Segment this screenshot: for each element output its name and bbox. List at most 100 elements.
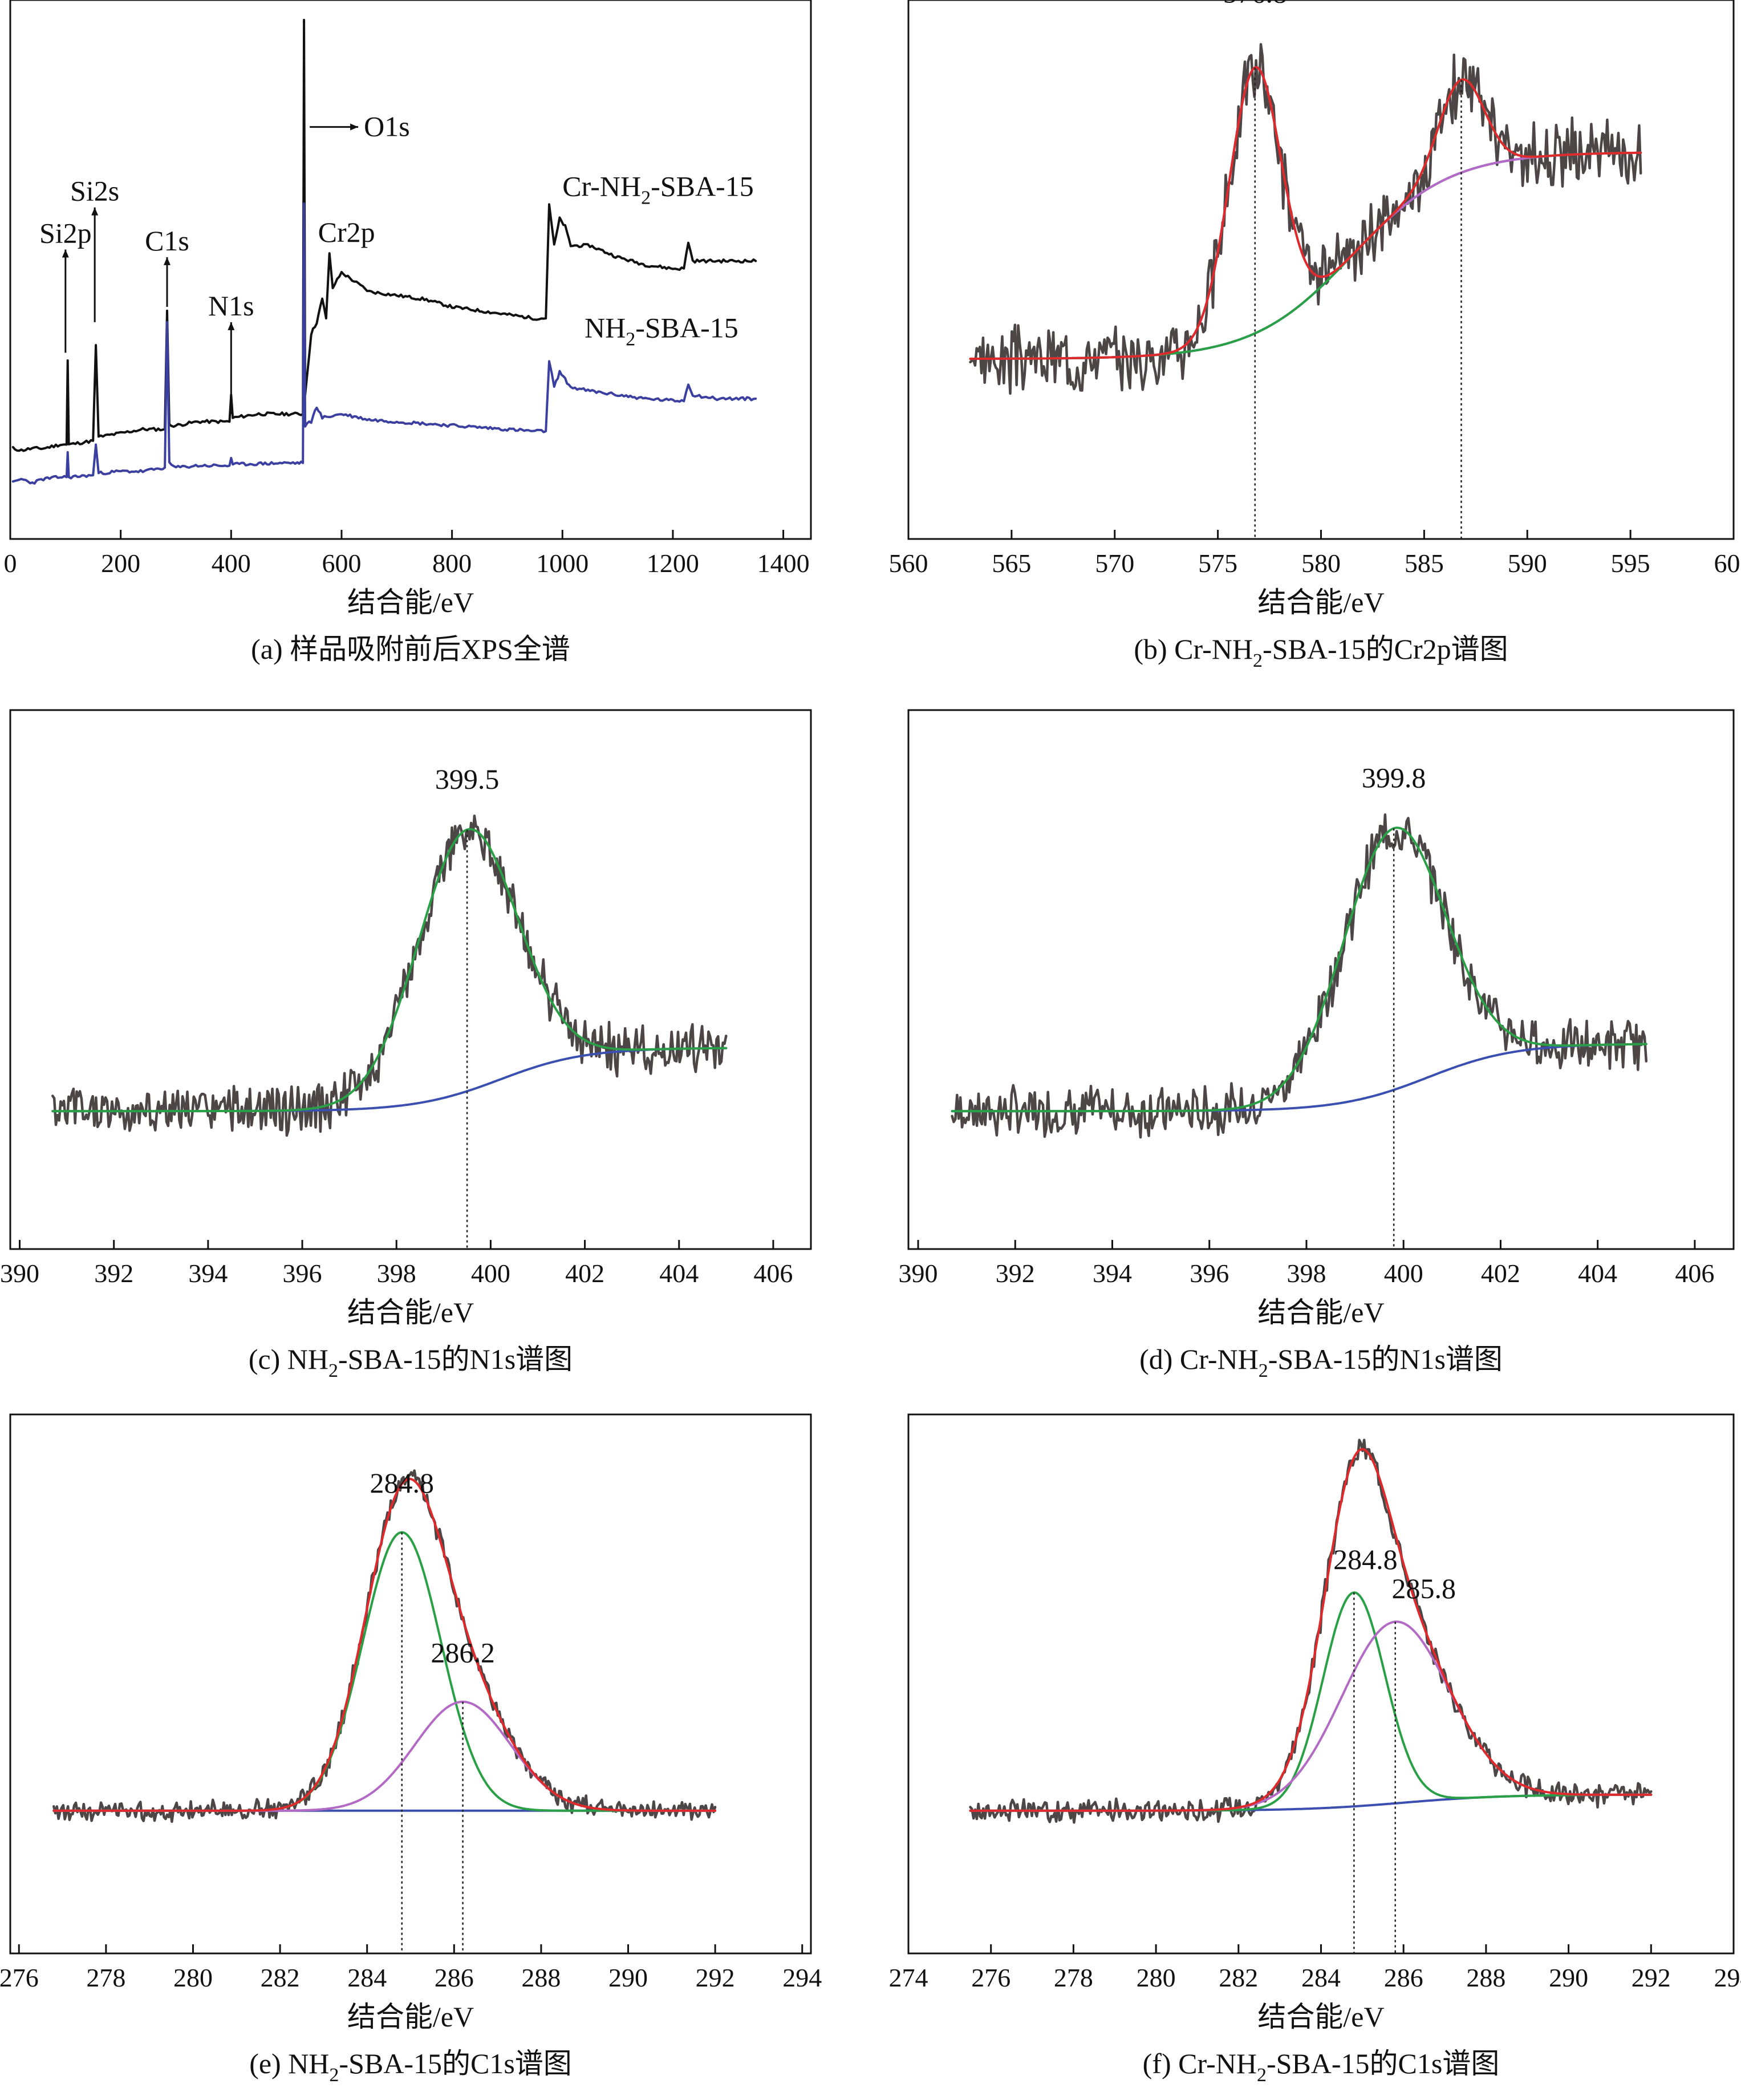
x-tick-label: 200 xyxy=(101,549,140,578)
panel-caption: (b) Cr-NH2-SBA-15的Cr2p谱图 xyxy=(1134,633,1508,671)
x-tick-label: 570 xyxy=(1095,549,1134,578)
series-label: Cr-NH2-SBA-15 xyxy=(562,171,753,209)
x-tick-label: 404 xyxy=(659,1259,699,1288)
x-tick-label: 284 xyxy=(347,1963,387,1992)
fit-envelope xyxy=(969,1448,1653,1812)
x-tick-label: 595 xyxy=(1611,549,1650,578)
fitted-peak-576-8 xyxy=(969,66,1642,360)
x-tick-label: 288 xyxy=(1466,1963,1505,1992)
panel-a: 0 200 400 600 800 1000 1200 1400 结合能/eV (a) 样品吸附前… xyxy=(4,0,812,665)
x-tick-label: 280 xyxy=(1137,1963,1176,1992)
x-tick-label: 1000 xyxy=(536,549,589,578)
x-tick-label: 282 xyxy=(1219,1963,1258,1992)
panel-c: 390 392 394 396 398 400 402 404 406 结合能/eV (c) NH2… xyxy=(0,709,812,1381)
x-tick-label: 392 xyxy=(996,1259,1035,1288)
x-tick-label: 398 xyxy=(377,1259,416,1288)
background-line xyxy=(51,1047,728,1113)
x-tick-label: 292 xyxy=(696,1963,735,1992)
panel-caption: (d) Cr-NH2-SBA-15的N1s谱图 xyxy=(1139,1343,1503,1381)
x-tick-label: 390 xyxy=(0,1259,39,1288)
panel-caption: (c) NH2-SBA-15的N1s谱图 xyxy=(249,1343,573,1381)
x-tick-label: 400 xyxy=(212,549,251,578)
x-tick-label: 286 xyxy=(435,1963,474,1992)
fitted-peak-399-5 xyxy=(51,828,728,1113)
x-tick-label: 394 xyxy=(1093,1259,1132,1288)
x-tick-label: 292 xyxy=(1632,1963,1671,1992)
panel-f: 274 276 278 280 282 284 286 288 290 292 294 结合能/eV (… xyxy=(889,1413,1741,2086)
arrow-head xyxy=(62,249,69,258)
x-tick-label: 575 xyxy=(1198,549,1237,578)
x-tick-label: 286 xyxy=(1384,1963,1423,1992)
x-tick-label: 290 xyxy=(1549,1963,1588,1992)
raw-spectrum xyxy=(52,1469,717,1823)
x-tick-label: 0 xyxy=(4,549,17,578)
fitted-peak-286-2 xyxy=(52,1700,717,1812)
raw-spectrum xyxy=(969,1438,1653,1824)
x-tick-label: 400 xyxy=(471,1259,510,1288)
x-tick-label: 406 xyxy=(1675,1259,1714,1288)
x-tick-label: 394 xyxy=(188,1259,228,1288)
x-tick-label: 585 xyxy=(1405,549,1444,578)
x-tick-label: 400 xyxy=(1384,1259,1423,1288)
raw-spectrum xyxy=(969,43,1642,395)
fitted-peak-586-8 xyxy=(969,78,1642,360)
peak-label: 284.8 xyxy=(370,1467,434,1499)
plot-frame xyxy=(9,0,812,540)
peak-annotation: Si2p xyxy=(39,217,92,249)
peak-label: 284.8 xyxy=(1333,1543,1398,1575)
plot-frame xyxy=(9,709,812,1250)
plot-frame xyxy=(9,1413,812,1955)
panel-d: 390 392 394 396 398 400 402 404 406 结合能/eV (d) Cr-… xyxy=(899,709,1735,1381)
panel-e: 276 278 280 282 284 286 288 290 292 294 结合能/eV (e) … xyxy=(0,1413,822,2086)
x-tick-label: 276 xyxy=(0,1963,39,1992)
x-tick-label: 390 xyxy=(899,1259,938,1288)
peak-annotation: N1s xyxy=(208,290,254,322)
fit-envelope xyxy=(52,1478,717,1812)
x-tick-label: 288 xyxy=(521,1963,561,1992)
peak-annotation: Si2s xyxy=(70,175,119,207)
x-tick-label: 600 xyxy=(1714,549,1741,578)
x-axis-label: 结合能/eV xyxy=(1257,1296,1384,1328)
x-tick-label: 590 xyxy=(1508,549,1547,578)
x-tick-label: 406 xyxy=(753,1259,793,1288)
x-tick-label: 392 xyxy=(94,1259,133,1288)
peak-annotation: O1s xyxy=(364,111,410,143)
peak-label: 286.2 xyxy=(431,1636,495,1668)
peak-label: 285.8 xyxy=(1391,1572,1456,1604)
fitted-peak-285-8 xyxy=(969,1620,1653,1812)
panel-caption: (e) NH2-SBA-15的C1s谱图 xyxy=(249,2048,572,2086)
peak-label: 399.5 xyxy=(435,763,500,795)
x-tick-label: 1400 xyxy=(757,549,810,578)
x-tick-label: 278 xyxy=(1054,1963,1093,1992)
panel-caption: (f) Cr-NH2-SBA-15的C1s谱图 xyxy=(1143,2048,1500,2086)
x-tick-label: 398 xyxy=(1287,1259,1326,1288)
x-axis-label: 结合能/eV xyxy=(347,2001,474,2033)
x-tick-label: 396 xyxy=(1190,1259,1229,1288)
x-tick-label: 600 xyxy=(322,549,361,578)
x-tick-label: 290 xyxy=(608,1963,648,1992)
panel-b: 560 565 570 575 580 585 590 595 600 结合能/eV (b) Cr-… xyxy=(889,0,1741,671)
survey-spectrum-nh2-sba-15 xyxy=(11,202,757,485)
x-tick-label: 282 xyxy=(261,1963,300,1992)
x-tick-label: 402 xyxy=(565,1259,604,1288)
x-tick-label: 404 xyxy=(1578,1259,1617,1288)
fitted-peak-399-8 xyxy=(951,826,1647,1113)
x-tick-label: 580 xyxy=(1301,549,1341,578)
x-axis-label: 结合能/eV xyxy=(347,1296,474,1328)
raw-spectrum xyxy=(51,814,728,1137)
x-axis-label: 结合能/eV xyxy=(1257,586,1384,618)
x-tick-label: 274 xyxy=(889,1963,928,1992)
peak-label: 576.8 xyxy=(1223,0,1287,9)
peak-label: 399.8 xyxy=(1362,762,1426,794)
x-tick-label: 280 xyxy=(173,1963,213,1992)
x-tick-label: 1200 xyxy=(647,549,699,578)
peak-annotation: C1s xyxy=(145,225,189,257)
peak-annotation: Cr2p xyxy=(318,216,375,248)
arrow-head xyxy=(91,207,99,216)
arrow-head xyxy=(228,322,235,330)
fitted-peak-284-8 xyxy=(52,1531,717,1812)
x-tick-label: 284 xyxy=(1301,1963,1341,1992)
x-axis-label: 结合能/eV xyxy=(1257,2001,1384,2033)
fit-envelope xyxy=(969,66,1642,360)
